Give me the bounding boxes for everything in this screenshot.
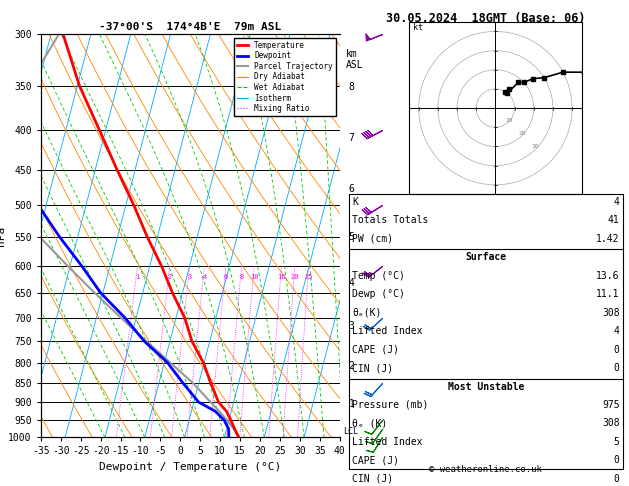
Text: 5: 5 <box>614 437 620 447</box>
Text: LCL: LCL <box>343 427 358 436</box>
Text: 308: 308 <box>602 418 620 429</box>
Text: CIN (J): CIN (J) <box>352 474 393 484</box>
Text: Surface: Surface <box>465 252 506 262</box>
Text: θₑ(K): θₑ(K) <box>352 308 382 318</box>
Text: 1: 1 <box>135 274 140 279</box>
Text: 4: 4 <box>614 326 620 336</box>
Text: 10: 10 <box>505 118 513 122</box>
Text: Pressure (mb): Pressure (mb) <box>352 400 428 410</box>
Text: 0: 0 <box>614 345 620 355</box>
Text: Dewp (°C): Dewp (°C) <box>352 289 405 299</box>
Text: km
ASL: km ASL <box>346 49 364 70</box>
Text: Totals Totals: Totals Totals <box>352 215 428 226</box>
Text: 20: 20 <box>518 131 526 136</box>
Text: 13.6: 13.6 <box>596 271 620 281</box>
Text: 20: 20 <box>291 274 299 279</box>
Text: Lifted Index: Lifted Index <box>352 437 423 447</box>
Text: 16: 16 <box>277 274 286 279</box>
Text: 0: 0 <box>614 363 620 373</box>
Text: 2: 2 <box>168 274 172 279</box>
X-axis label: Dewpoint / Temperature (°C): Dewpoint / Temperature (°C) <box>99 462 281 472</box>
Text: 10: 10 <box>250 274 259 279</box>
Text: 0: 0 <box>614 455 620 466</box>
Legend: Temperature, Dewpoint, Parcel Trajectory, Dry Adiabat, Wet Adiabat, Isotherm, Mi: Temperature, Dewpoint, Parcel Trajectory… <box>233 38 336 116</box>
Y-axis label: hPa: hPa <box>0 226 6 246</box>
Text: 3: 3 <box>187 274 192 279</box>
Text: 4: 4 <box>203 274 206 279</box>
Text: 1.42: 1.42 <box>596 234 620 244</box>
Text: Lifted Index: Lifted Index <box>352 326 423 336</box>
Text: 25: 25 <box>304 274 313 279</box>
Text: 41: 41 <box>608 215 620 226</box>
Text: 30.05.2024  18GMT (Base: 06): 30.05.2024 18GMT (Base: 06) <box>386 12 586 25</box>
Text: CAPE (J): CAPE (J) <box>352 345 399 355</box>
Text: K: K <box>352 197 358 207</box>
Title: -37°00'S  174°4B'E  79m ASL: -37°00'S 174°4B'E 79m ASL <box>99 22 281 32</box>
Text: 308: 308 <box>602 308 620 318</box>
Text: 6: 6 <box>224 274 228 279</box>
Text: kt: kt <box>413 22 423 32</box>
Text: Most Unstable: Most Unstable <box>448 382 524 392</box>
Text: PW (cm): PW (cm) <box>352 234 393 244</box>
Text: 4: 4 <box>614 197 620 207</box>
Text: 30: 30 <box>532 144 539 149</box>
Text: CIN (J): CIN (J) <box>352 363 393 373</box>
Text: 8: 8 <box>240 274 243 279</box>
Text: 0: 0 <box>614 474 620 484</box>
Text: 975: 975 <box>602 400 620 410</box>
Text: © weatheronline.co.uk: © weatheronline.co.uk <box>430 465 542 474</box>
Text: CAPE (J): CAPE (J) <box>352 455 399 466</box>
Text: 11.1: 11.1 <box>596 289 620 299</box>
Text: θₑ (K): θₑ (K) <box>352 418 387 429</box>
Text: Temp (°C): Temp (°C) <box>352 271 405 281</box>
